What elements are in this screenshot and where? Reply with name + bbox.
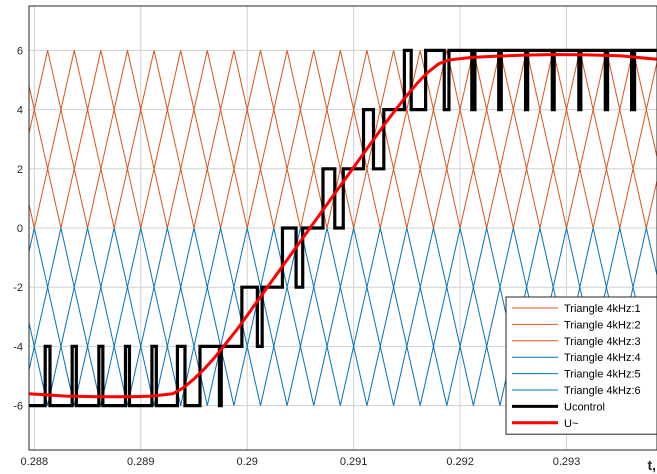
u-line: [29, 53, 657, 399]
legend-label: Triangle 4kHz:4: [564, 352, 641, 364]
y-tick-label: 6: [17, 45, 23, 57]
x-axis-label: t,: [647, 457, 656, 473]
x-tick-label: 0.289: [127, 456, 155, 468]
x-tick-label: 0.288: [21, 456, 49, 468]
x-tick-label: 0.29: [236, 456, 257, 468]
x-tick-label: 0.292: [446, 456, 474, 468]
y-axis-ticks: -6 -4 -2 0 2 4 6: [13, 45, 23, 412]
legend-label: Triangle 4kHz:3: [564, 336, 641, 348]
legend-label: Triangle 4kHz:6: [564, 385, 641, 397]
y-tick-label: 0: [17, 223, 23, 235]
triangle-carrier-line: [29, 227, 657, 288]
triangle-carrier-line: [29, 109, 657, 169]
x-axis-ticks: 0.288 0.289 0.29 0.291 0.292 0.293: [21, 456, 581, 468]
ucontrol-line: [29, 48, 657, 408]
legend-label: Triangle 4kHz:5: [564, 369, 641, 381]
legend-box: [505, 296, 657, 435]
legend-label: Ucontrol: [564, 401, 605, 413]
y-tick-label: -6: [13, 401, 23, 413]
legend-label: Triangle 4kHz:2: [564, 319, 641, 331]
x-tick-label: 0.293: [553, 456, 581, 468]
y-tick-label: 2: [17, 164, 23, 176]
u-series: [29, 53, 657, 399]
y-tick-label: -4: [13, 341, 23, 353]
axes-frame: [28, 5, 657, 451]
y-tick-label: -2: [13, 282, 23, 294]
triangle-carrier-line: [29, 50, 657, 110]
ucontrol-series: [29, 48, 657, 408]
x-tick-label: 0.291: [340, 456, 368, 468]
y-tick-label: 4: [17, 105, 23, 117]
legend: Triangle 4kHz:1 Triangle 4kHz:2 Triangle 4…: [505, 296, 657, 435]
legend-label: U~: [564, 418, 578, 430]
legend-label: Triangle 4kHz:1: [564, 303, 641, 315]
triangle-carrier-line: [29, 168, 657, 229]
